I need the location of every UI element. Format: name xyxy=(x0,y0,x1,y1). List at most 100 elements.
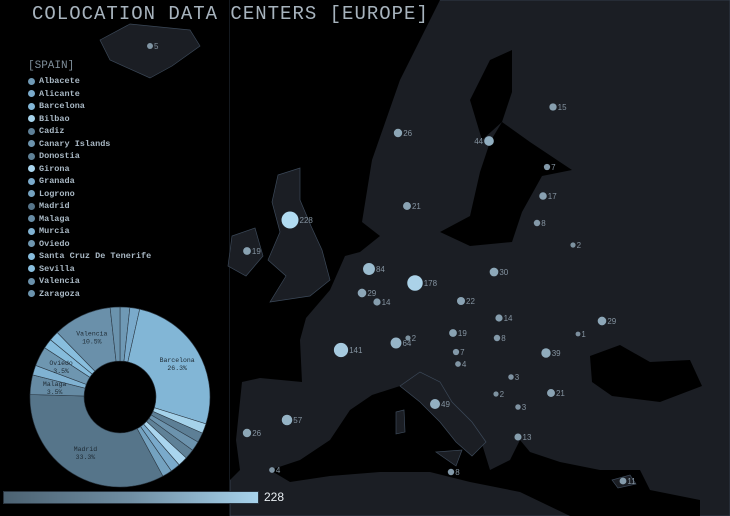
marker-dot[interactable] xyxy=(333,342,349,358)
legend-item[interactable]: Donostia xyxy=(28,150,151,163)
legend-item[interactable]: Canary Islands xyxy=(28,138,151,151)
marker-france[interactable]: 141 xyxy=(333,342,363,358)
marker-iceland[interactable]: 5 xyxy=(147,42,159,51)
marker-belarus[interactable]: 2 xyxy=(570,241,582,250)
marker-dot[interactable] xyxy=(508,374,514,380)
marker-dot[interactable] xyxy=(514,433,522,441)
marker-dot[interactable] xyxy=(515,404,521,410)
marker-dot[interactable] xyxy=(455,361,461,367)
marker-dot[interactable] xyxy=(407,275,423,291)
marker-united-kingdom[interactable]: 228 xyxy=(281,211,314,229)
marker-spain[interactable]: 57 xyxy=(281,414,303,426)
marker-moldova[interactable]: 1 xyxy=(575,330,587,339)
marker-dot[interactable] xyxy=(541,348,551,358)
marker-czech-republic[interactable]: 22 xyxy=(456,296,475,306)
marker-estonia[interactable]: 7 xyxy=(543,163,556,172)
marker-switzerland[interactable]: 64 xyxy=(390,337,412,349)
marker-bulgaria[interactable]: 21 xyxy=(547,389,565,398)
marker-dot[interactable] xyxy=(495,314,503,322)
marker-croatia[interactable]: 4 xyxy=(455,360,467,369)
marker-germany[interactable]: 178 xyxy=(407,275,438,291)
legend-item[interactable]: Barcelona xyxy=(28,100,151,113)
marker-austria[interactable]: 19 xyxy=(449,329,467,338)
pie-slice-zaragoza[interactable] xyxy=(109,306,121,362)
marker-finland[interactable]: 15 xyxy=(549,103,567,112)
marker-romania[interactable]: 39 xyxy=(541,348,561,358)
marker-ireland[interactable]: 19 xyxy=(243,247,261,256)
legend-item[interactable]: Zaragoza xyxy=(28,288,151,301)
marker-dot[interactable] xyxy=(429,398,441,410)
marker-dot[interactable] xyxy=(390,337,402,349)
marker-poland[interactable]: 30 xyxy=(489,267,509,277)
marker-ukraine[interactable]: 29 xyxy=(597,316,617,326)
marker-netherlands[interactable]: 84 xyxy=(363,263,385,275)
marker-denmark[interactable]: 21 xyxy=(403,202,421,211)
marker-slovenia[interactable]: 7 xyxy=(452,348,465,357)
legend-item[interactable]: Valencia xyxy=(28,275,151,288)
legend-item[interactable]: Cadiz xyxy=(28,125,151,138)
marker-dot[interactable] xyxy=(549,103,557,111)
marker-dot[interactable] xyxy=(452,348,460,356)
marker-dot[interactable] xyxy=(449,329,457,337)
marker-slovakia[interactable]: 14 xyxy=(495,314,513,323)
marker-dot[interactable] xyxy=(393,128,403,138)
marker-hungary[interactable]: 8 xyxy=(493,334,506,343)
marker-dot[interactable] xyxy=(539,192,547,200)
legend-item[interactable]: Malaga xyxy=(28,213,151,226)
legend-item[interactable]: Oviedo xyxy=(28,238,151,251)
legend-item[interactable]: Albacete xyxy=(28,75,151,88)
marker-dot[interactable] xyxy=(243,247,251,255)
marker-dot[interactable] xyxy=(456,296,466,306)
marker-serbia[interactable]: 3 xyxy=(508,373,520,382)
marker-dot[interactable] xyxy=(147,43,153,49)
marker-dot[interactable] xyxy=(363,263,375,275)
marker-dot[interactable] xyxy=(619,477,627,485)
marker-dot[interactable] xyxy=(269,467,275,473)
marker-montenegro[interactable]: 2 xyxy=(493,390,505,399)
marker-luxembourg[interactable]: 14 xyxy=(373,298,391,307)
marker-dot[interactable] xyxy=(575,331,581,337)
pie-slice-barcelona[interactable] xyxy=(127,308,211,425)
legend-item[interactable]: Logrono xyxy=(28,188,151,201)
marker-dot[interactable] xyxy=(281,414,293,426)
marker-belgium[interactable]: 29 xyxy=(357,288,377,298)
legend-item[interactable]: Granada xyxy=(28,175,151,188)
pie-slice-madrid[interactable] xyxy=(29,394,164,488)
marker-macedonia[interactable]: 3 xyxy=(515,403,527,412)
marker-dot[interactable] xyxy=(570,242,576,248)
legend-item[interactable]: Alicante xyxy=(28,88,151,101)
legend-item[interactable]: Madrid xyxy=(28,200,151,213)
marker-dot[interactable] xyxy=(493,391,499,397)
marker-dot[interactable] xyxy=(484,136,494,146)
marker-gibraltar[interactable]: 4 xyxy=(269,466,281,475)
marker-dot[interactable] xyxy=(543,163,551,171)
legend-item[interactable]: Bilbao xyxy=(28,113,151,126)
marker-italy[interactable]: 49 xyxy=(429,398,450,410)
marker-latvia[interactable]: 17 xyxy=(539,192,557,201)
marker-dot[interactable] xyxy=(447,468,455,476)
marker-dot[interactable] xyxy=(373,298,381,306)
legend-item[interactable]: Murcia xyxy=(28,225,151,238)
marker-greece[interactable]: 13 xyxy=(514,433,532,442)
marker-dot[interactable] xyxy=(547,389,555,397)
marker-lithuania[interactable]: 8 xyxy=(533,219,546,228)
legend-item[interactable]: Sevilla xyxy=(28,263,151,276)
marker-dot[interactable] xyxy=(493,334,501,342)
marker-malta[interactable]: 8 xyxy=(447,468,460,477)
marker-portugal[interactable]: 26 xyxy=(242,428,262,438)
marker-dot[interactable] xyxy=(403,202,411,210)
marker-dot[interactable] xyxy=(357,288,367,298)
legend-item[interactable]: Girona xyxy=(28,163,151,176)
marker-liechtenstein[interactable]: 2 xyxy=(405,334,417,343)
marker-dot[interactable] xyxy=(597,316,607,326)
marker-dot[interactable] xyxy=(405,335,411,341)
marker-dot[interactable] xyxy=(242,428,252,438)
marker-cyprus[interactable]: 11 xyxy=(619,477,637,486)
marker-sweden[interactable]: 44 xyxy=(474,136,494,146)
marker-dot[interactable] xyxy=(489,267,499,277)
marker-norway[interactable]: 26 xyxy=(393,128,413,138)
legend-item[interactable]: Santa Cruz De Tenerife xyxy=(28,250,151,263)
marker-dot[interactable] xyxy=(533,219,541,227)
marker-dot[interactable] xyxy=(281,211,299,229)
